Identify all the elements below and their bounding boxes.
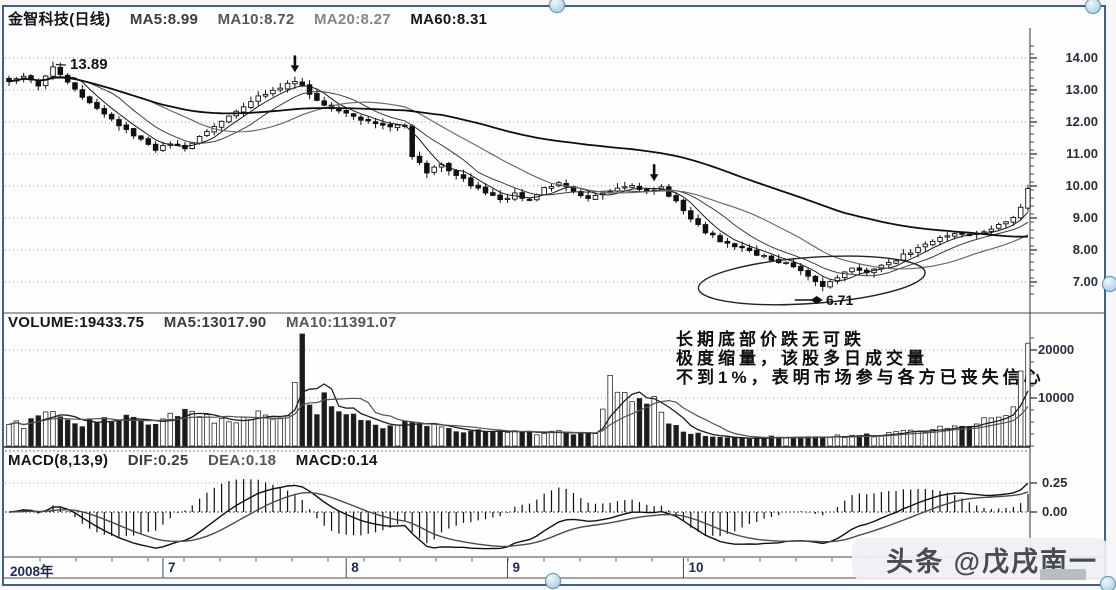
ma60-readout: MA60:8.31 [410,11,488,28]
macd-tick-025: 0.25 [1042,475,1068,490]
ma10-readout: MA10:8.72 [217,11,295,28]
high-price-label: 13.89 [70,56,108,73]
low-price-label: 6.71 [826,292,854,308]
macd-readout: MACD:0.14 [295,452,378,469]
macd-tick-000: 0.00 [1042,504,1068,519]
ma5-readout: MA5:8.99 [129,11,199,28]
selection-handle-bottom-right[interactable] [1100,576,1116,590]
volume-tick-10000: 10000 [1038,390,1075,405]
volume-readout: VOLUME:19433.75 [8,314,145,331]
price-tick-7: 7.00 [1072,274,1098,289]
volume-header: VOLUME:19433.75 MA5:13017.90 MA10:11391.… [8,314,412,331]
month-label: 10 [688,560,704,575]
title-bar: 金智科技(日线) MA5:8.99 MA10:8.72 MA20:8.27 MA… [8,8,502,29]
image-frame [2,5,1106,586]
macd-params: MACD(8,13,9) [8,452,109,469]
price-tick-12: 12.00 [1065,114,1098,129]
price-tick-14: 14.00 [1065,50,1098,65]
macd-header: MACD(8,13,9) DIF:0.25 DEA:0.18 MACD:0.14 [8,452,393,469]
watermark-blob [1040,569,1086,580]
selection-handle-top-middle[interactable] [549,0,565,13]
annotation-line-1: 长期底部价跌无可跌 [676,330,865,349]
price-tick-11: 11.00 [1066,146,1098,161]
month-label: 9 [512,560,521,575]
dea-readout: DEA:0.18 [208,452,277,469]
volume-tick-20000: 20000 [1038,342,1075,357]
price-tick-13: 13.00 [1065,82,1098,97]
ma20-readout: MA20:8.27 [313,11,391,28]
price-tick-9: 9.00 [1072,210,1098,225]
selection-handle-bottom-middle[interactable] [545,573,561,589]
dif-readout: DIF:0.25 [127,452,189,469]
month-label: 7 [167,560,176,575]
price-tick-10: 10.00 [1065,178,1098,193]
selection-handle-middle-right[interactable] [1102,276,1116,292]
annotation-line-3: 不到1%，表明市场参与各方已丧失信心 [676,368,1045,387]
volume-ma10-readout: MA10:11391.07 [286,314,397,331]
price-tick-8: 8.00 [1072,242,1098,257]
selection-handle-top-right[interactable] [1085,0,1101,14]
annotation-line-2: 极度缩量，该股多日成交量 [676,349,928,368]
volume-ma5-readout: MA5:13017.90 [163,314,267,331]
year-label: 2008年 [10,564,54,579]
month-label: 8 [351,560,359,575]
symbol-name: 金智科技(日线) [8,11,111,28]
